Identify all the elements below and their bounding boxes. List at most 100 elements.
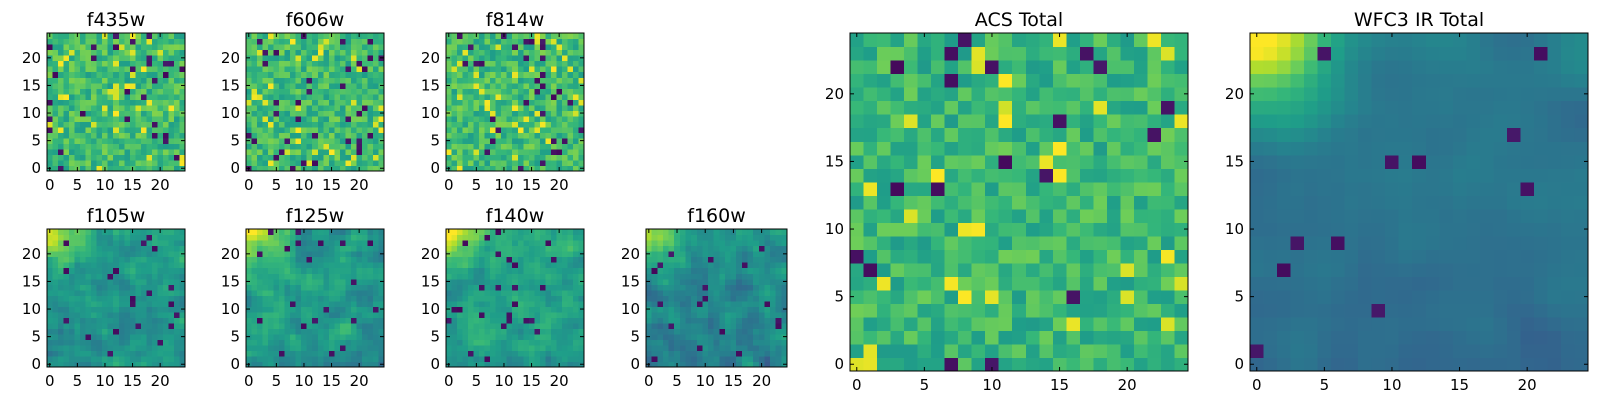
- heatmap-cell: [1120, 208, 1135, 223]
- heatmap-cell: [479, 55, 486, 62]
- heatmap-cell: [512, 143, 519, 150]
- heatmap-cell: [696, 333, 703, 340]
- heatmap-cell: [708, 350, 715, 357]
- heatmap-cell: [91, 256, 98, 263]
- heatmap-cell: [58, 284, 65, 291]
- heatmap-cell: [58, 165, 65, 172]
- heatmap-cell: [775, 295, 782, 302]
- heatmap-cell: [764, 267, 771, 274]
- heatmap-cell: [517, 115, 524, 122]
- heatmap-cell: [162, 245, 170, 252]
- heatmap-cell: [113, 93, 120, 100]
- heatmap-cell: [279, 77, 286, 84]
- heatmap-cell: [372, 148, 380, 156]
- heatmap-cell: [708, 273, 715, 280]
- heatmap-cell: [523, 55, 530, 62]
- heatmap-cell: [372, 88, 380, 95]
- heatmap-cell: [284, 44, 291, 51]
- heatmap-cell: [251, 159, 258, 167]
- heatmap-cell: [367, 159, 374, 167]
- heatmap-cell: [1052, 316, 1067, 332]
- heatmap-cell: [462, 328, 469, 335]
- heatmap-cell: [129, 267, 136, 274]
- heatmap-cell: [523, 137, 530, 144]
- heatmap-cell: [501, 99, 508, 106]
- heatmap-cell: [129, 93, 136, 100]
- heatmap-cell: [102, 104, 109, 111]
- heatmap-cell: [173, 154, 181, 161]
- heatmap-cell: [80, 71, 87, 78]
- heatmap-cell: [146, 99, 153, 106]
- heatmap-cell: [63, 355, 70, 363]
- heatmap-cell: [312, 317, 319, 324]
- heatmap-cell: [534, 110, 541, 117]
- heatmap-cell: [451, 284, 458, 291]
- heatmap-cell: [457, 311, 464, 318]
- heatmap-cell: [501, 328, 508, 335]
- heatmap-cell: [85, 110, 92, 117]
- heatmap-cell: [713, 256, 720, 263]
- heatmap-cell: [724, 317, 732, 324]
- heatmap-cell: [339, 251, 346, 258]
- heatmap-cell: [758, 273, 766, 280]
- heatmap-cell: [47, 245, 54, 252]
- heatmap-cell: [657, 273, 664, 280]
- heatmap-cell: [724, 240, 732, 247]
- heatmap-cell: [339, 278, 346, 285]
- heatmap-cell: [268, 99, 275, 106]
- heatmap-cell: [367, 115, 374, 122]
- heatmap-cell: [561, 126, 569, 133]
- heatmap-cell: [246, 121, 253, 128]
- heatmap-cell: [545, 165, 552, 172]
- heatmap-cell: [550, 234, 557, 241]
- heatmap-cell: [74, 132, 81, 139]
- heatmap-cell: [85, 44, 92, 51]
- heatmap-cell: [662, 278, 670, 285]
- heatmap-cell: [47, 154, 54, 161]
- heatmap-cell: [539, 165, 546, 172]
- heatmap-cell: [556, 289, 563, 296]
- heatmap-cell: [890, 181, 905, 196]
- heatmap-cell: [96, 99, 103, 106]
- heatmap-cell: [713, 361, 720, 368]
- heatmap-cell: [367, 361, 374, 368]
- heatmap-cell: [473, 55, 480, 62]
- heatmap-cell: [157, 267, 164, 274]
- heatmap-cell: [528, 251, 535, 258]
- heatmap-cell: [539, 33, 546, 40]
- heatmap-cell: [457, 273, 464, 280]
- heatmap-cell: [539, 328, 546, 335]
- heatmap-cell: [534, 256, 541, 263]
- heatmap-cell: [151, 251, 158, 258]
- heatmap-cell: [74, 300, 81, 307]
- heatmap-cell: [378, 49, 385, 56]
- heatmap-cell: [162, 339, 170, 346]
- heatmap-cell: [679, 256, 687, 263]
- heatmap-cell: [696, 328, 703, 335]
- heatmap-cell: [129, 44, 136, 51]
- heatmap-cell: [446, 256, 453, 263]
- heatmap-cell: [685, 234, 692, 241]
- heatmap-cell: [301, 93, 308, 100]
- heatmap-cell: [301, 267, 308, 274]
- heatmap-cell: [157, 154, 164, 161]
- heatmap-cell: [468, 38, 475, 45]
- heatmap-cell: [561, 262, 569, 269]
- heatmap-cell: [501, 333, 508, 340]
- heatmap-cell: [468, 317, 475, 324]
- heatmap-cell: [528, 132, 535, 139]
- heatmap-cell: [361, 93, 369, 100]
- heatmap-cell: [517, 49, 524, 56]
- heatmap-cell: [495, 262, 502, 269]
- heatmap-cell: [539, 273, 546, 280]
- heatmap-cell: [140, 350, 147, 357]
- heatmap-cell: [102, 251, 109, 258]
- heatmap-cell: [328, 333, 335, 340]
- heatmap-cell: [162, 311, 170, 318]
- heatmap-cell: [578, 77, 585, 84]
- heatmap-cell: [151, 66, 158, 73]
- heatmap-cell: [1160, 316, 1176, 332]
- heatmap-cell: [107, 278, 114, 285]
- heatmap-cell: [345, 88, 352, 95]
- heatmap-cell: [80, 311, 87, 318]
